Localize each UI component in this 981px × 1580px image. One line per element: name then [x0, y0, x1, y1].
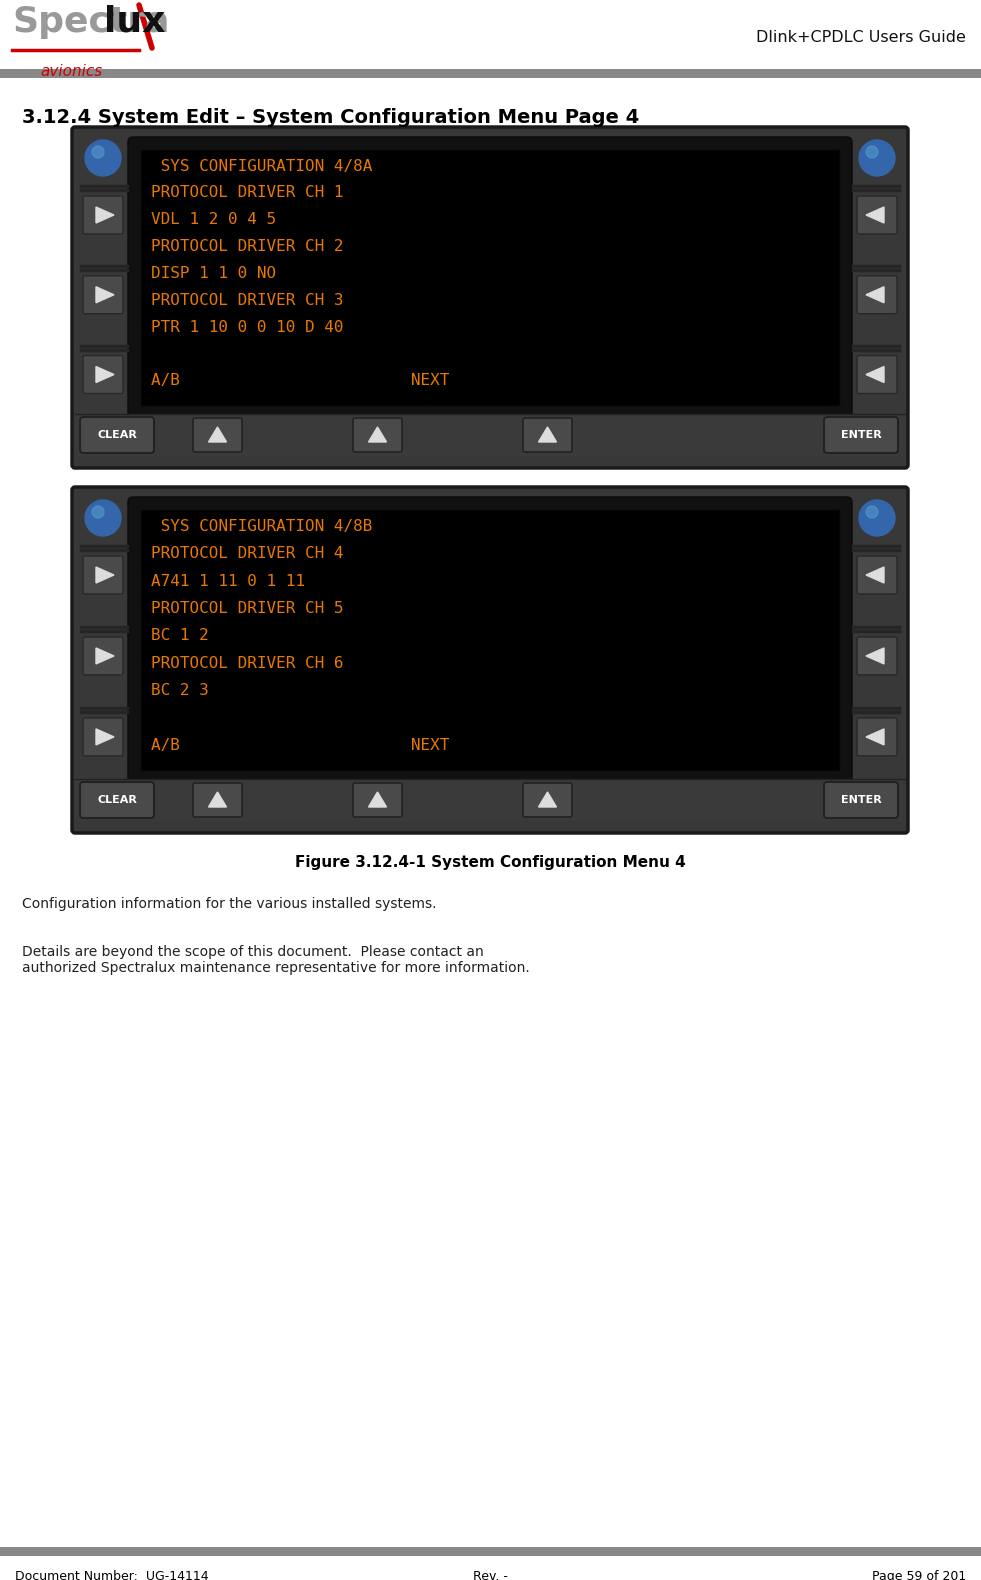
Text: CLEAR: CLEAR [97, 430, 137, 439]
Polygon shape [866, 567, 884, 583]
Polygon shape [866, 728, 884, 744]
Polygon shape [866, 286, 884, 303]
Text: Rev. -: Rev. - [473, 1571, 507, 1580]
Text: Figure 3.12.4-1 System Configuration Menu 4: Figure 3.12.4-1 System Configuration Men… [294, 855, 686, 871]
Polygon shape [866, 367, 884, 382]
Text: PROTOCOL DRIVER CH 3: PROTOCOL DRIVER CH 3 [151, 292, 343, 308]
Text: ENTER: ENTER [841, 795, 881, 804]
Text: PROTOCOL DRIVER CH 5: PROTOCOL DRIVER CH 5 [151, 600, 343, 616]
Bar [77, 414, 903, 457]
Circle shape [92, 506, 104, 518]
FancyBboxPatch shape [857, 637, 897, 675]
Text: BC 2 3: BC 2 3 [151, 683, 209, 698]
Text: Details are beyond the scope of this document.  Please contact an
authorized Spe: Details are beyond the scope of this doc… [22, 945, 530, 975]
Polygon shape [96, 567, 114, 583]
FancyBboxPatch shape [353, 784, 402, 817]
Text: A741 1 11 0 1 11: A741 1 11 0 1 11 [151, 574, 305, 589]
FancyBboxPatch shape [72, 487, 908, 833]
Circle shape [85, 499, 121, 536]
Polygon shape [539, 792, 556, 807]
FancyBboxPatch shape [857, 556, 897, 594]
Text: BC 1 2: BC 1 2 [151, 629, 209, 643]
Text: SYS CONFIGURATION 4/8B: SYS CONFIGURATION 4/8B [151, 518, 373, 534]
Text: DISP 1 1 0 NO: DISP 1 1 0 NO [151, 265, 276, 281]
FancyBboxPatch shape [80, 782, 154, 818]
FancyBboxPatch shape [523, 784, 572, 817]
Polygon shape [209, 427, 227, 442]
FancyBboxPatch shape [857, 717, 897, 755]
Text: VDL 1 2 0 4 5: VDL 1 2 0 4 5 [151, 212, 276, 228]
Polygon shape [96, 207, 114, 223]
Text: avionics: avionics [40, 65, 102, 79]
FancyBboxPatch shape [193, 419, 242, 452]
FancyBboxPatch shape [824, 417, 898, 453]
Circle shape [859, 141, 895, 175]
FancyBboxPatch shape [83, 556, 123, 594]
Polygon shape [96, 286, 114, 303]
Text: PROTOCOL DRIVER CH 4: PROTOCOL DRIVER CH 4 [151, 547, 343, 561]
Circle shape [85, 141, 121, 175]
Bar [141, 150, 839, 404]
Circle shape [92, 145, 104, 158]
Text: 3.12.4 System Edit – System Configuration Menu Page 4: 3.12.4 System Edit – System Configuratio… [22, 107, 640, 126]
Text: SYS CONFIGURATION 4/8A: SYS CONFIGURATION 4/8A [151, 158, 373, 174]
Bar [0, 70, 981, 77]
FancyBboxPatch shape [857, 196, 897, 234]
FancyBboxPatch shape [523, 419, 572, 452]
Text: ENTER: ENTER [841, 430, 881, 439]
FancyBboxPatch shape [83, 717, 123, 755]
Text: Configuration information for the various installed systems.: Configuration information for the variou… [22, 897, 437, 912]
FancyBboxPatch shape [857, 356, 897, 393]
Text: Document Number:  UG-14114: Document Number: UG-14114 [15, 1571, 209, 1580]
Polygon shape [539, 427, 556, 442]
Polygon shape [369, 427, 387, 442]
Text: Dlink+CPDLC Users Guide: Dlink+CPDLC Users Guide [756, 30, 966, 44]
Polygon shape [866, 207, 884, 223]
FancyBboxPatch shape [83, 276, 123, 314]
FancyBboxPatch shape [128, 498, 852, 784]
Polygon shape [96, 648, 114, 664]
Text: lux: lux [104, 5, 166, 40]
Text: A/B                        NEXT: A/B NEXT [151, 373, 449, 389]
FancyBboxPatch shape [193, 784, 242, 817]
FancyBboxPatch shape [857, 276, 897, 314]
Text: A/B                        NEXT: A/B NEXT [151, 738, 449, 752]
FancyBboxPatch shape [824, 782, 898, 818]
Text: PROTOCOL DRIVER CH 2: PROTOCOL DRIVER CH 2 [151, 239, 343, 254]
Circle shape [866, 145, 878, 158]
FancyBboxPatch shape [80, 417, 154, 453]
Text: CLEAR: CLEAR [97, 795, 137, 804]
Bar [141, 510, 839, 769]
Bar [0, 1547, 981, 1556]
Polygon shape [96, 367, 114, 382]
Text: PROTOCOL DRIVER CH 6: PROTOCOL DRIVER CH 6 [151, 656, 343, 672]
Polygon shape [209, 792, 227, 807]
FancyBboxPatch shape [83, 356, 123, 393]
FancyBboxPatch shape [83, 637, 123, 675]
FancyBboxPatch shape [72, 126, 908, 468]
Text: Page 59 of 201: Page 59 of 201 [872, 1571, 966, 1580]
Circle shape [866, 506, 878, 518]
Polygon shape [866, 648, 884, 664]
Text: PROTOCOL DRIVER CH 1: PROTOCOL DRIVER CH 1 [151, 185, 343, 201]
FancyBboxPatch shape [128, 137, 852, 419]
Polygon shape [369, 792, 387, 807]
FancyBboxPatch shape [353, 419, 402, 452]
FancyBboxPatch shape [83, 196, 123, 234]
Text: Spectra: Spectra [12, 5, 170, 40]
Polygon shape [96, 728, 114, 744]
Bar [77, 779, 903, 822]
Text: PTR 1 10 0 0 10 D 40: PTR 1 10 0 0 10 D 40 [151, 319, 343, 335]
Circle shape [859, 499, 895, 536]
